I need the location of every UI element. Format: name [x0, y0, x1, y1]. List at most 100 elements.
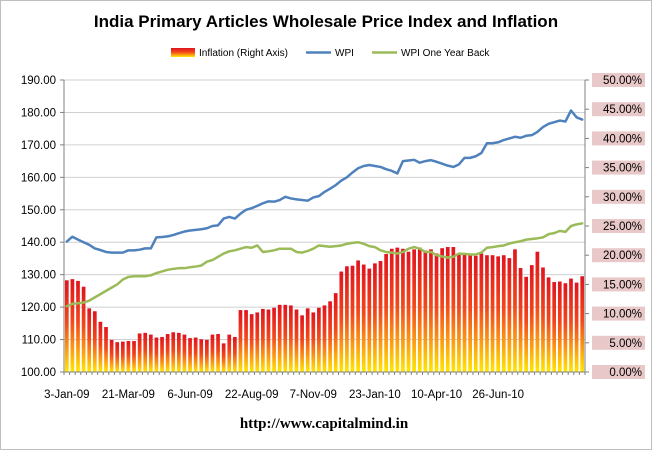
y-tick-label-bg-right — [592, 189, 645, 204]
x-tick-label: 10-Apr-10 — [411, 389, 462, 401]
inflation-bar — [535, 251, 540, 372]
inflation-bar — [541, 267, 545, 372]
inflation-bar — [109, 339, 114, 372]
chart-title: India Primary Articles Wholesale Price I… — [94, 12, 558, 31]
y-tick-label-right: 50.00% — [603, 75, 642, 87]
y-tick-label-left: 130.00 — [21, 270, 56, 282]
inflation-bar — [300, 315, 304, 372]
inflation-bar — [339, 271, 344, 372]
y-tick-label-bg-right — [592, 335, 645, 350]
x-axis-labels: 3-Jan-09 21-Mar-09 6-Jun-09 22-Aug-09 7-Nov-… — [44, 389, 524, 401]
y-tick-label-right: 20.00% — [603, 250, 642, 262]
inflation-bar — [423, 250, 428, 372]
inflation-bar — [345, 266, 349, 372]
inflation-bar — [462, 253, 467, 372]
inflation-bar — [513, 249, 517, 372]
inflation-bar — [378, 261, 383, 372]
inflation-bar — [384, 254, 388, 372]
inflation-bars — [64, 247, 585, 372]
inflation-bar — [120, 341, 125, 372]
inflation-bar — [154, 337, 159, 372]
inflation-bar — [294, 309, 299, 372]
inflation-bar — [176, 332, 181, 372]
legend-label-wpi: WPI — [335, 48, 354, 59]
inflation-bar — [92, 311, 97, 372]
inflation-bar — [199, 339, 204, 372]
y-tick-label-bg-right — [592, 160, 645, 175]
inflation-bar — [227, 334, 232, 372]
inflation-bar — [417, 247, 422, 372]
inflation-bar — [389, 248, 394, 372]
inflation-bar — [115, 342, 120, 372]
y-tick-label-right: 10.00% — [603, 309, 642, 321]
inflation-bar — [64, 280, 69, 372]
y-tick-label-bg-right — [592, 131, 645, 146]
inflation-bar — [328, 301, 332, 372]
inflation-bar — [356, 260, 360, 372]
inflation-bar — [233, 336, 237, 372]
inflation-bar — [238, 310, 243, 372]
x-tick-label: 7-Nov-09 — [290, 389, 337, 401]
inflation-bar — [249, 314, 254, 372]
y-tick-label-right: 30.00% — [603, 192, 642, 204]
inflation-bar — [104, 327, 108, 372]
inflation-bar — [317, 307, 321, 372]
inflation-bar — [406, 251, 411, 372]
x-tick-label: 26-Jun-10 — [472, 389, 524, 401]
inflation-bar — [137, 333, 142, 372]
inflation-bar — [574, 282, 579, 372]
inflation-bar — [395, 247, 400, 372]
source-url: http://www.capitalmind.in — [240, 416, 409, 432]
inflation-bar — [70, 279, 75, 372]
inflation-bar — [490, 255, 495, 372]
inflation-bar — [367, 268, 372, 372]
y-tick-label-left: 100.00 — [21, 367, 56, 379]
inflation-bar — [333, 293, 338, 372]
inflation-bar — [361, 264, 366, 372]
inflation-bar — [205, 339, 209, 372]
inflation-bar — [98, 321, 103, 372]
inflation-bar — [221, 343, 226, 372]
y-tick-label-left: 120.00 — [21, 302, 56, 314]
inflation-bar — [373, 263, 377, 372]
inflation-bar — [210, 334, 215, 372]
inflation-bar — [457, 253, 461, 372]
inflation-bar — [569, 278, 573, 372]
inflation-bar — [557, 281, 562, 372]
y-tick-label-right: 25.00% — [603, 221, 642, 233]
y-tick-label-left: 140.00 — [21, 237, 56, 249]
inflation-bar — [261, 308, 265, 372]
inflation-bar — [445, 247, 450, 372]
legend-swatch-inflation — [171, 48, 195, 57]
inflation-bar — [244, 310, 248, 372]
y-tick-label-left: 150.00 — [21, 205, 56, 217]
y-tick-label-right: 40.00% — [603, 133, 642, 145]
inflation-bar — [277, 304, 282, 372]
inflation-bar — [434, 253, 439, 372]
inflation-bar — [451, 247, 456, 372]
y-tick-label-right: 45.00% — [603, 104, 642, 116]
inflation-bar — [507, 258, 512, 372]
inflation-bar — [81, 286, 86, 372]
y-tick-label-bg-right — [592, 365, 645, 379]
y-tick-label-left: 170.00 — [21, 140, 56, 152]
x-tick-label: 3-Jan-09 — [44, 389, 89, 401]
inflation-bar — [132, 341, 136, 372]
inflation-bar — [311, 312, 316, 372]
y-tick-label-left: 110.00 — [22, 335, 56, 347]
legend-label-wpi-one-year-back: WPI One Year Back — [401, 48, 490, 59]
inflation-bar — [546, 277, 551, 372]
legend: Inflation (Right Axis) WPI WPI One Year … — [171, 48, 490, 59]
inflation-bar — [182, 334, 187, 372]
y-tick-label-right: 0.00% — [609, 367, 642, 379]
y-tick-label-left: 160.00 — [21, 172, 56, 184]
inflation-bar — [255, 312, 260, 372]
x-tick-label: 6-Jun-09 — [167, 389, 212, 401]
inflation-bar — [485, 255, 489, 372]
x-tick-label: 21-Mar-09 — [102, 389, 155, 401]
y-tick-label-left: 190.00 — [21, 75, 56, 87]
x-tick-label: 23-Jan-10 — [349, 389, 401, 401]
inflation-bar — [429, 249, 433, 372]
inflation-bar — [272, 307, 276, 372]
